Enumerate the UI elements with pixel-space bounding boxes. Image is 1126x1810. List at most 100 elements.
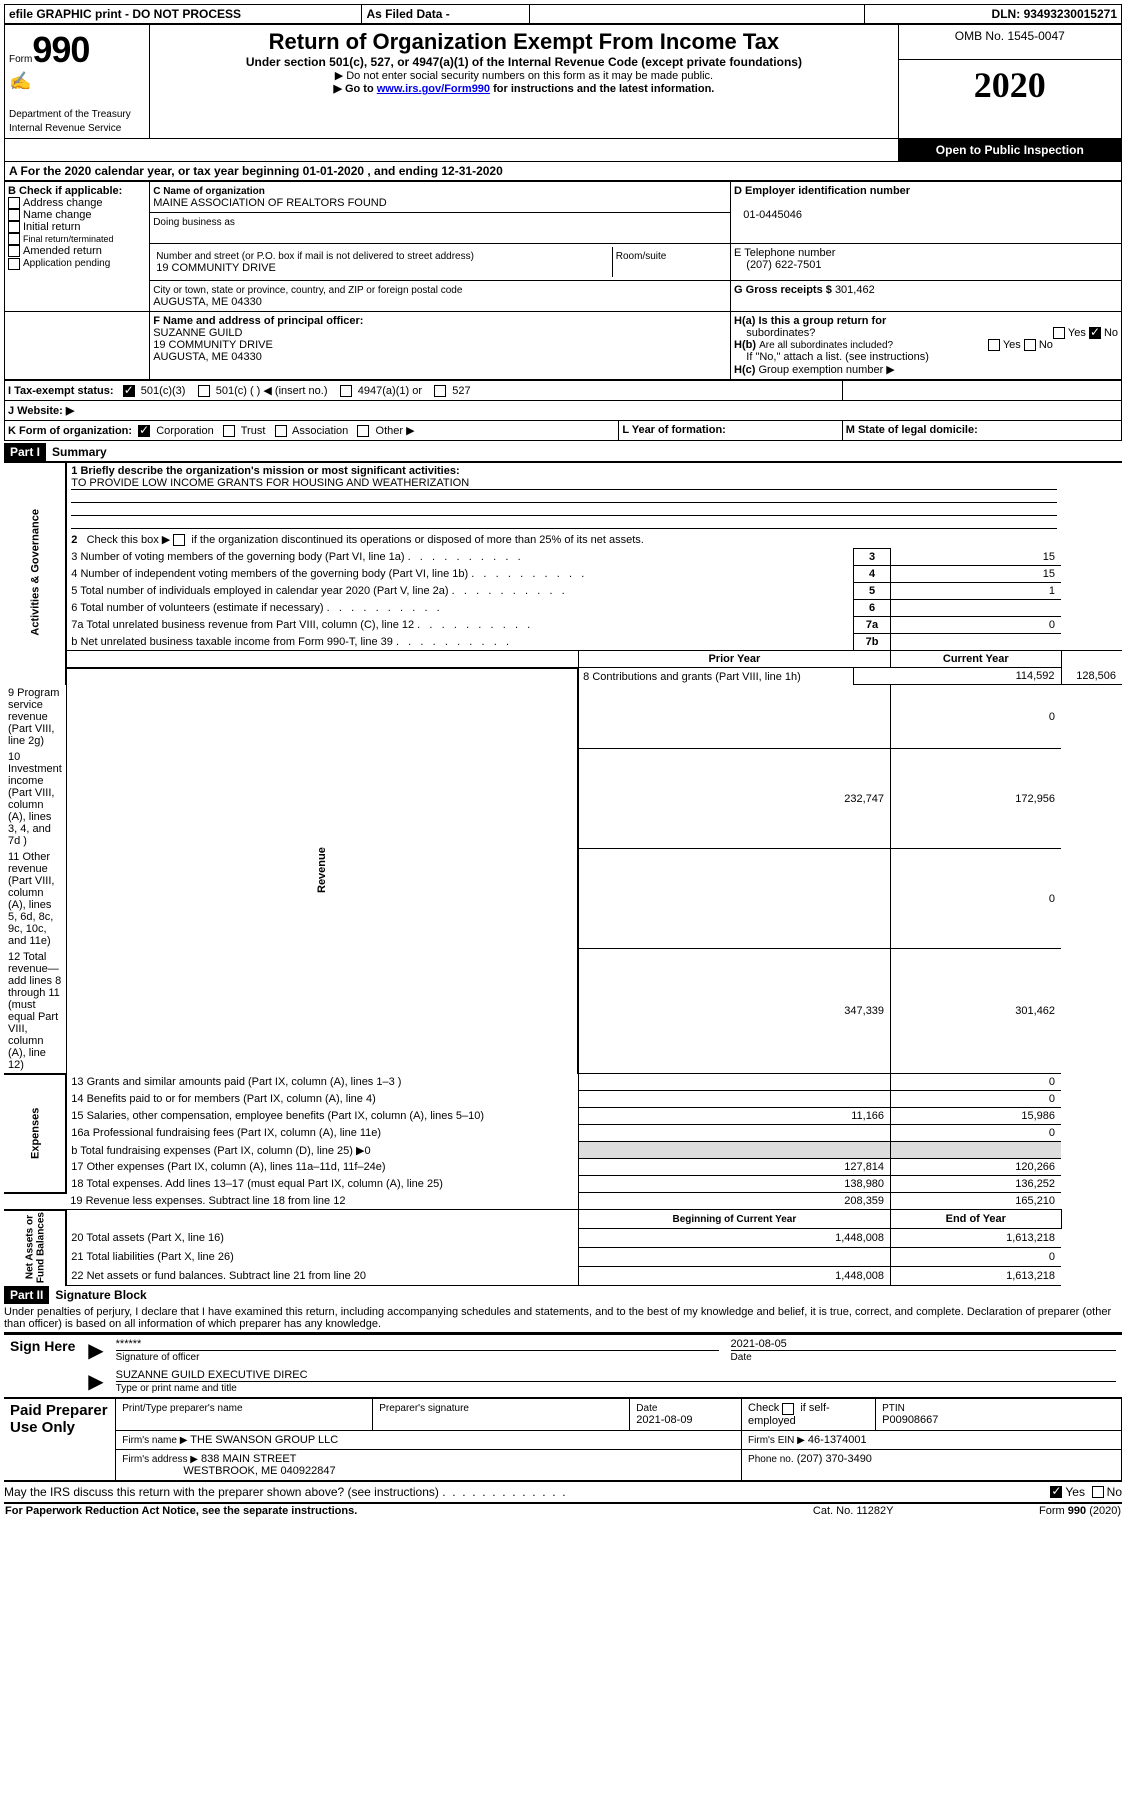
discuss-yes[interactable]: Yes [1065,1485,1085,1499]
street-label: Number and street (or P.O. box if mail i… [156,251,474,262]
c22: 1,613,218 [891,1267,1062,1286]
ha-sub: subordinates? [746,327,815,339]
dln-label: DLN: [992,7,1021,21]
sig-date: 2021-08-05 [731,1338,1116,1351]
l15: 15 Salaries, other compensation, employe… [66,1108,578,1125]
l7a: 7a Total unrelated business revenue from… [66,617,853,634]
c20: 1,613,218 [891,1229,1062,1248]
discuss-no[interactable]: No [1107,1485,1122,1499]
dba-label: Doing business as [153,217,235,228]
hb-no[interactable]: No [1039,339,1053,351]
p15: 11,166 [578,1108,890,1125]
p12: 347,339 [578,949,890,1074]
d-label: D Employer identification number [734,185,910,197]
v7b [891,634,1062,651]
cy: Current Year [891,651,1062,668]
sig-date-label: Date [731,1352,752,1363]
hb-label: H(b) [734,339,756,351]
firm-label: Firm's name ▶ [122,1435,187,1446]
firm-phone: (207) 370-3490 [797,1453,872,1465]
irs-link[interactable]: www.irs.gov/Form990 [377,83,490,95]
officer-print: SUZANNE GUILD EXECUTIVE DIREC [116,1369,1116,1382]
ha-yes[interactable]: Yes [1068,327,1086,339]
type-label: Type or print name and title [116,1383,237,1394]
part1-bar: Part I [4,443,46,461]
b-label: B Check if applicable: [8,185,122,197]
ptin-label: PTIN [882,1403,905,1414]
l22: 22 Net assets or fund balances. Subtract… [66,1267,578,1286]
c9: 0 [891,685,1062,749]
officer-addr2: AUGUSTA, ME 04330 [153,351,262,363]
cb-final[interactable]: Final return/terminated [23,234,114,244]
cat-no: Cat. No. 11282Y [765,1504,942,1518]
p19: 208,359 [578,1193,890,1210]
c18: 136,252 [891,1176,1062,1193]
i-4947[interactable]: 4947(a)(1) or [358,385,422,397]
top-bar: efile GRAPHIC print - DO NOT PROCESS As … [4,4,1122,24]
cb-amended[interactable]: Amended return [23,245,102,257]
chk-self[interactable]: Check if self-employed [748,1402,830,1426]
py: Prior Year [578,651,890,668]
pdate: 2021-08-09 [636,1414,692,1426]
p20: 1,448,008 [578,1229,890,1248]
k-corp[interactable]: Corporation [156,425,213,437]
cb-initial[interactable]: Initial return [23,221,80,233]
ha-no[interactable]: No [1104,327,1118,339]
l1: 1 Briefly describe the organization's mi… [71,465,459,477]
perjury-decl: Under penalties of perjury, I declare th… [4,1304,1122,1333]
hb-text: Are all subordinates included? [759,340,893,351]
firm-ein: 46-1374001 [808,1434,867,1446]
pname-label: Print/Type preparer's name [122,1403,242,1414]
k-label: K Form of organization: [8,425,132,437]
l18: 18 Total expenses. Add lines 13–17 (must… [66,1176,578,1193]
v4: 15 [891,566,1062,583]
asfiled-label: As Filed Data - [362,5,530,24]
open-inspection: Open to Public Inspection [898,139,1121,162]
part1-title: Summary [46,443,113,461]
part2-title: Signature Block [49,1286,152,1304]
city: AUGUSTA, ME 04330 [153,296,262,308]
firm-name: THE SWANSON GROUP LLC [190,1434,338,1446]
side-netassets: Net Assets or Fund Balances [4,1210,66,1286]
l7b: b Net unrelated business taxable income … [66,634,853,651]
p13 [578,1074,890,1091]
side-revenue: Revenue [66,668,578,1074]
hb-yes[interactable]: Yes [1003,339,1021,351]
p16a [578,1125,890,1142]
ssn-warning: ▶ Do not enter social security numbers o… [154,69,893,82]
sig-off-label: Signature of officer [116,1352,200,1363]
cb-address[interactable]: Address change [23,197,103,209]
officer-addr1: 19 COMMUNITY DRIVE [153,339,273,351]
p11 [578,849,890,949]
dln-value: 93493230015271 [1024,7,1117,21]
v5: 1 [891,583,1062,600]
i-527[interactable]: 527 [452,385,470,397]
i-501c3[interactable]: 501(c)(3) [141,385,186,397]
p22: 1,448,008 [578,1267,890,1286]
hc-label: H(c) [734,364,755,376]
ha-label: H(a) Is this a group return for [734,315,886,327]
i-501c[interactable]: 501(c) ( ) ◀ (insert no.) [216,385,328,397]
p9 [578,685,890,749]
l3: 3 Number of voting members of the govern… [66,549,853,566]
cb-app[interactable]: Application pending [23,258,110,269]
room-label: Room/suite [616,251,667,262]
sign-here-label: Sign Here [4,1334,82,1397]
c13: 0 [891,1074,1062,1091]
l16b: b Total fundraising expenses (Part IX, c… [66,1142,578,1159]
l6: 6 Total number of volunteers (estimate i… [66,600,853,617]
cb-name[interactable]: Name change [23,209,92,221]
ptin: P00908667 [882,1414,938,1426]
hc-text: Group exemption number ▶ [759,364,895,376]
k-other[interactable]: Other ▶ [376,425,415,437]
l20: 20 Total assets (Part X, line 16) [66,1229,578,1248]
goto-post: for instructions and the latest informat… [490,83,714,95]
tax-year: 2020 [898,60,1121,139]
sig-stars: ****** [116,1338,719,1351]
k-trust[interactable]: Trust [241,425,266,437]
efile-label: efile GRAPHIC print - DO NOT PROCESS [5,5,362,24]
k-assoc[interactable]: Association [292,425,348,437]
paid-label: Paid Preparer Use Only [4,1398,116,1480]
c12: 301,462 [891,949,1062,1074]
mission: TO PROVIDE LOW INCOME GRANTS FOR HOUSING… [71,477,1057,490]
